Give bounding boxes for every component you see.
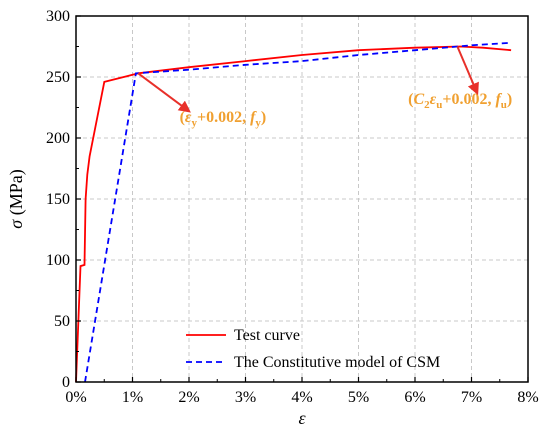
legend-label-csm-model: The Constitutive model of CSM [234,354,440,371]
annotation-arrow-1 [456,46,479,96]
x-tick-label: 1% [122,389,143,406]
yield-point-annotation: (εy+0.002, fy) [180,109,267,129]
x-tick-label: 0% [65,389,86,406]
y-tick-label: 0 [62,374,70,391]
legend: Test curve The Constitutive model of CSM [186,327,440,371]
y-tick-label: 300 [46,8,70,25]
ultimate-point-annotation: (C2εu+0.002, fu) [408,91,512,111]
y-tick-label: 50 [54,313,70,330]
x-axis-title: ε [298,408,306,428]
x-tick-label: 4% [291,389,312,406]
x-tick-label: 7% [461,389,482,406]
y-axis-unit: (MPa) [6,169,27,220]
x-tick-label: 3% [235,389,256,406]
y-tick-label: 200 [46,130,70,147]
plot-area [75,41,512,383]
y-axis-title: σ (MPa) [6,169,27,228]
legend-label-test-curve: Test curve [234,327,300,344]
grid [76,16,528,382]
y-tick-label: 150 [46,191,70,208]
series-line-0 [75,45,512,383]
axis-titles: ε σ (MPa) [6,169,306,428]
ticks: 0% 1% 2% 3% 4% 5% 6% 7% 8% 0 50 100 150 200 250 300 [46,8,539,406]
y-axis-symbol: σ [6,219,26,229]
series-line-1 [84,41,512,383]
x-tick-label: 8% [517,389,538,406]
x-tick-label: 6% [404,389,425,406]
y-tick-label: 250 [46,69,70,86]
y-tick-label: 100 [46,252,70,269]
annotation-arrow-0 [137,72,191,113]
annotations: (εy+0.002, fy) (C2εu+0.002, fu) [137,46,512,129]
x-tick-label: 2% [178,389,199,406]
x-tick-label: 5% [348,389,369,406]
